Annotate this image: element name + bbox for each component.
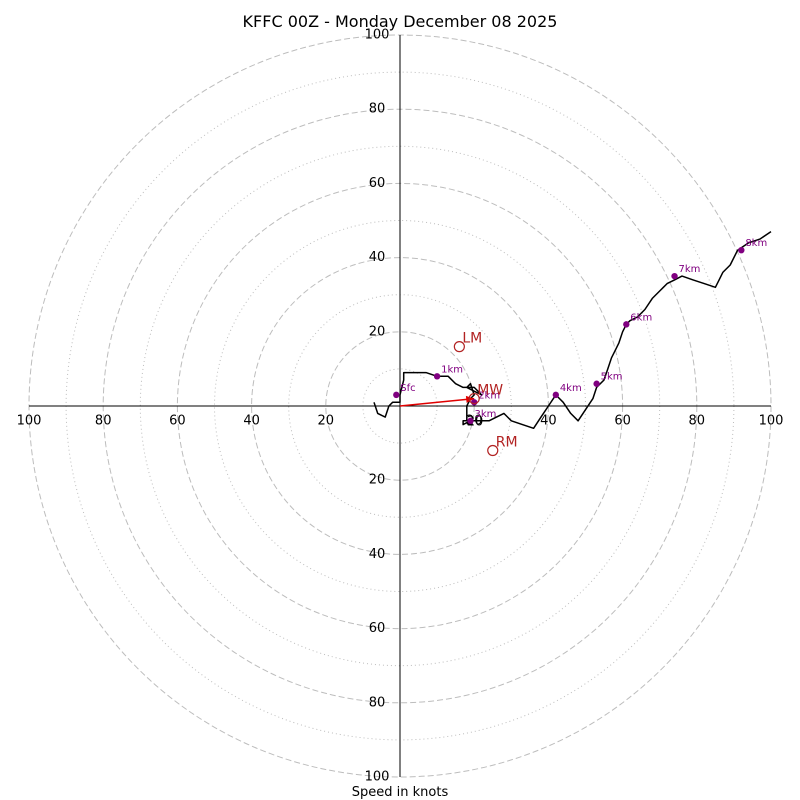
x-tick-label: 100 xyxy=(17,414,42,429)
height-label: 6km xyxy=(630,312,652,323)
height-marker xyxy=(467,417,474,425)
height-marker xyxy=(393,391,400,399)
y-tick-label: 40 xyxy=(369,250,386,265)
height-label: 3km xyxy=(474,409,496,420)
x-tick-label: 80 xyxy=(95,414,112,429)
storm-motion-markers: LM MW RM xyxy=(453,331,518,457)
x-tick-label: 60 xyxy=(614,414,631,429)
mean-wind-vector xyxy=(399,395,475,407)
storm-motion-marker xyxy=(487,444,499,457)
hodograph-trace xyxy=(373,230,772,430)
y-tick-label: 20 xyxy=(369,473,386,488)
height-label: 8km xyxy=(745,238,767,249)
height-marker xyxy=(471,399,478,406)
height-label: 5km xyxy=(601,372,623,383)
x-tick-label: 60 xyxy=(169,414,186,429)
height-label: 4km xyxy=(560,383,582,394)
y-tick-label: 60 xyxy=(369,176,386,191)
height-marker xyxy=(433,373,441,380)
height-marker xyxy=(738,246,745,254)
tick-labels: 100 100 100 100 80 80 80 80 60 60 60 60 40 40 40 40 20 20… xyxy=(17,28,784,785)
hodograph-line xyxy=(373,230,772,430)
height-label: 7km xyxy=(679,264,701,275)
storm-motion-marker xyxy=(468,392,480,405)
y-tick-label: 80 xyxy=(369,695,386,710)
storm-motion-label: RM xyxy=(496,435,518,451)
y-tick-label: 20 xyxy=(369,324,386,339)
storm-motion-marker xyxy=(453,341,465,353)
x-tick-label: 80 xyxy=(689,414,706,429)
height-label: 2km xyxy=(478,390,500,401)
height-marker xyxy=(552,391,560,399)
y-tick-label: 100 xyxy=(365,770,390,785)
y-tick-label: 40 xyxy=(369,547,386,562)
height-label: 1km xyxy=(441,364,463,375)
x-tick-label: 20 xyxy=(318,414,335,429)
x-axis-label: Speed in knots xyxy=(352,785,449,800)
storm-motion-label: LM xyxy=(462,331,482,347)
y-tick-label: 60 xyxy=(369,621,386,636)
mean-wind-arrowhead xyxy=(465,395,475,403)
storm-motion-label: MW xyxy=(477,383,503,399)
mean-wind-shaft xyxy=(399,397,475,407)
height-marker xyxy=(671,272,678,280)
height-label: Sfc xyxy=(400,383,415,394)
x-tick-label: 100 xyxy=(759,414,784,429)
height-marker xyxy=(623,321,630,328)
height-marker xyxy=(593,380,600,387)
x-tick-label: 40 xyxy=(540,414,557,429)
y-tick-label: 100 xyxy=(365,28,390,43)
x-tick-label: 40 xyxy=(243,414,260,429)
y-tick-label: 80 xyxy=(369,102,386,117)
chart-title: KFFC 00Z - Monday December 08 2025 xyxy=(243,12,558,31)
